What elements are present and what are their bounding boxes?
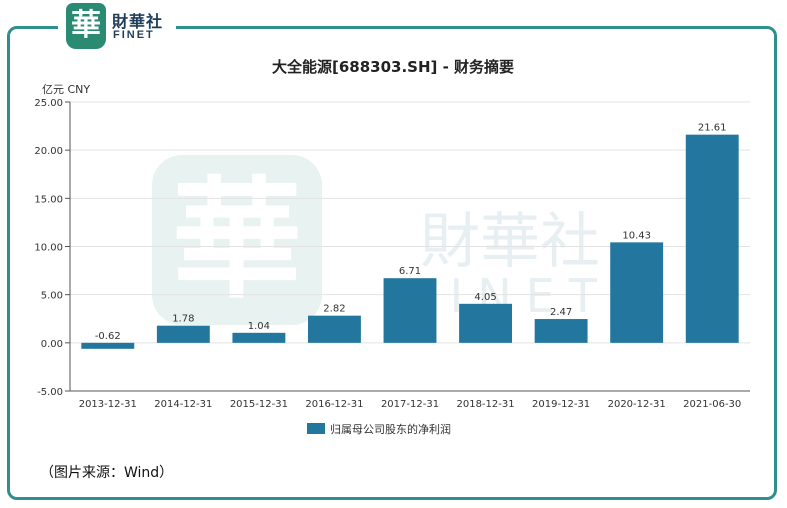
legend[interactable]: 归属母公司股东的净利润 [307,422,451,436]
y-tick-label: 10.00 [34,243,63,254]
y-axis-unit-label: 亿元 CNY [42,83,90,96]
y-axis-ticks: -5.00 0.00 5.00 10.00 15.00 20.00 25.00 [34,98,70,398]
y-tick-label: 5.00 [41,291,63,302]
x-tick-label: 2014-12-31 [154,399,212,410]
bar [81,342,135,349]
y-tick-label: -5.00 [37,387,63,398]
bar [383,278,437,343]
chart-title: 大全能源[688303.SH] - 财务摘要 [272,58,514,76]
watermark-seal-char: 華 [172,163,302,316]
bar [610,242,664,343]
bar [534,319,588,343]
source-note: （图片来源：Wind） [40,465,174,481]
card-frame [7,26,777,500]
x-tick-label: 2020-12-31 [608,399,666,410]
legend-swatch [307,423,325,434]
x-tick-label: 2019-12-31 [532,399,590,410]
value-label: 1.04 [248,321,270,332]
finet-logo-icon: 華 [66,3,106,49]
bar [156,325,210,343]
watermark: 華 財華社 FINET [152,155,600,325]
logo-text-english: FINET [113,29,155,41]
value-labels: -0.62 1.78 1.04 2.82 6.71 4.05 2.47 10.43 21.61 [95,123,727,342]
bars [81,134,739,349]
value-label: 6.71 [399,266,421,277]
value-label: 2.47 [550,307,572,318]
y-tick-label: 15.00 [34,194,63,205]
y-tick-label: 25.00 [34,98,63,109]
bar [232,332,286,343]
x-tick-label: 2017-12-31 [381,399,439,410]
x-tick-label: 2021-06-30 [683,399,741,410]
x-tick-label: 2015-12-31 [230,399,288,410]
value-label: 10.43 [622,230,651,241]
y-tick-label: 0.00 [41,339,63,350]
watermark-seal-icon [152,155,322,325]
x-axis-ticks: 2013-12-31 2014-12-31 2015-12-31 2016-12-31… [79,399,742,410]
logo-text-chinese: 財華社 [112,12,164,31]
x-tick-label: 2013-12-31 [79,399,137,410]
y-tick-label: 20.00 [34,146,63,157]
value-label: -0.62 [95,331,121,342]
bar [308,315,361,343]
x-tick-label: 2018-12-31 [456,399,514,410]
value-label: 1.78 [172,314,194,325]
bar [685,134,739,343]
x-tick-label: 2016-12-31 [305,399,363,410]
value-label: 2.82 [323,304,345,315]
value-label: 4.05 [474,292,496,303]
legend-label: 归属母公司股东的净利润 [330,422,451,436]
bar [459,303,512,343]
value-label: 21.61 [698,123,727,134]
watermark-text-chinese: 財華社 [420,207,600,277]
